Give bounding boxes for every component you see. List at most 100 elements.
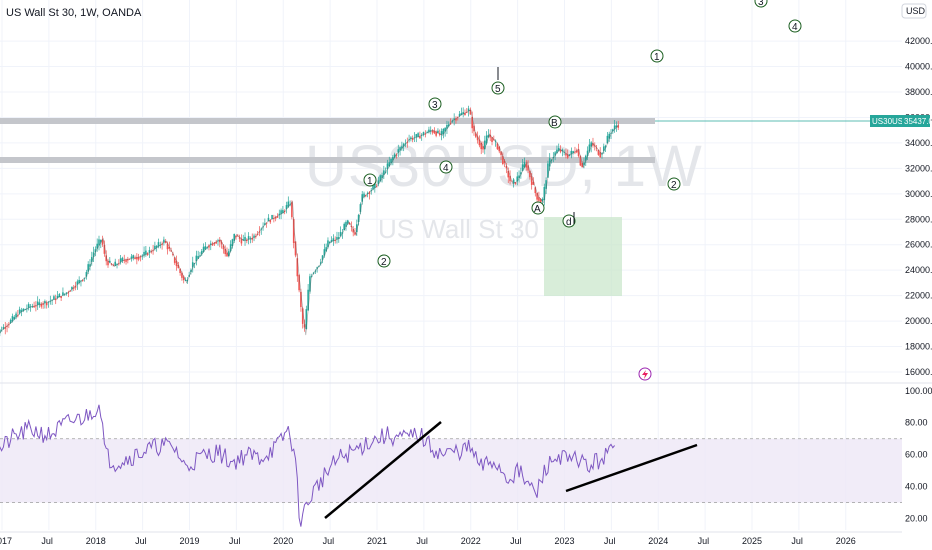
candle-body: [487, 134, 490, 138]
candle-body: [123, 259, 126, 261]
candle-body: [92, 252, 95, 257]
candle-body: [525, 163, 528, 168]
candle-body: [191, 262, 194, 268]
candle-body: [453, 118, 455, 120]
candle-body: [211, 243, 214, 246]
candle-body: [474, 133, 477, 137]
time-tick-label: 2022: [461, 536, 481, 546]
candle-body: [71, 286, 73, 290]
candle-body: [154, 245, 156, 250]
candle-body: [222, 245, 225, 250]
candle-body: [365, 195, 367, 197]
currency-button[interactable]: [901, 3, 927, 19]
rsi-tick-label: 60.00: [905, 450, 928, 460]
candle-body: [58, 294, 61, 298]
candle-body: [65, 292, 68, 294]
time-tick-label: 2024: [648, 536, 668, 546]
lightning-icon[interactable]: [638, 367, 652, 381]
candle-body: [613, 125, 616, 130]
svg-text:2: 2: [381, 257, 387, 268]
time-tick-label: 2019: [180, 536, 200, 546]
price-tick-label: 42000.0: [905, 36, 932, 46]
candle-body: [346, 220, 349, 224]
candle-body: [298, 275, 300, 291]
candle-body: [18, 309, 21, 314]
candle-body: [556, 149, 558, 154]
candle-body: [397, 149, 400, 153]
price-tick-label: 18000.0: [905, 342, 932, 352]
candle-body: [588, 144, 591, 152]
svg-text:4: 4: [443, 163, 449, 174]
candle-body: [226, 252, 228, 257]
svg-text:1: 1: [654, 52, 660, 63]
candle-body: [415, 134, 418, 138]
candle-body: [606, 135, 609, 144]
candle-body: [273, 218, 275, 219]
candle-body: [392, 156, 394, 161]
candle-body: [294, 241, 297, 256]
price-badge-value: [902, 115, 930, 127]
candle-body: [548, 158, 551, 167]
candle-body: [172, 253, 174, 255]
candle-body: [478, 139, 481, 146]
time-tick-label: Jul: [416, 536, 428, 546]
candle-body: [437, 130, 439, 133]
candle-body: [220, 241, 223, 245]
candle-body: [530, 176, 533, 185]
candle-body: [484, 140, 486, 150]
candle-body: [456, 117, 459, 119]
rsi-trendline-1: [324, 421, 442, 519]
candle-body: [202, 246, 205, 252]
candle-body: [20, 310, 23, 312]
candle-body: [87, 264, 89, 272]
candle-body: [67, 292, 70, 294]
time-tick-label: Jul: [510, 536, 522, 546]
candle-body: [81, 279, 84, 281]
candle-body: [446, 124, 448, 129]
candle-body: [554, 152, 556, 156]
candle-body: [155, 245, 158, 248]
candle-body: [166, 243, 169, 250]
candle-body: [242, 239, 245, 241]
candle-body: [6, 325, 8, 327]
candle-body: [480, 142, 483, 150]
candle-body: [390, 158, 392, 164]
time-tick-label: 2023: [555, 536, 575, 546]
price-tick-label: 38000.0: [905, 87, 932, 97]
candle-body: [469, 110, 472, 115]
candle-body: [410, 137, 412, 139]
candle-body: [433, 130, 436, 134]
candle-body: [491, 137, 493, 142]
candle-body: [45, 302, 48, 306]
candle-body: [473, 125, 475, 132]
price-badge-value-text: 35437.0: [904, 117, 932, 126]
candle-body: [447, 124, 450, 127]
candle-body: [442, 128, 445, 135]
candle-body: [476, 136, 479, 141]
candle-body: [130, 256, 133, 259]
candle-body: [69, 290, 71, 292]
price-badge-symbol: [870, 115, 902, 127]
candle-body: [500, 151, 502, 155]
candle-body: [471, 116, 473, 129]
candle-body: [54, 298, 57, 301]
candle-body: [56, 296, 59, 298]
price-tick-label: 24000.0: [905, 265, 932, 275]
candle-body: [372, 185, 374, 190]
candle-body: [103, 245, 106, 254]
candle-body: [559, 149, 562, 152]
candle-body: [435, 131, 437, 136]
candle-body: [247, 236, 250, 240]
candle-body: [464, 112, 466, 115]
time-axis[interactable]: 2017 Jul 2018 Jul 2019 Jul 2020 Jul 2021 Jul 2022 J…: [0, 531, 902, 546]
candle-body: [575, 150, 578, 153]
candle-body: [323, 249, 326, 256]
price-axis[interactable]: 16000.0 18000.0 20000.0 22000.0 24000.0 26000…: [905, 36, 932, 377]
candle-body: [584, 155, 587, 161]
candle-body: [444, 127, 446, 132]
candle-body: [98, 239, 100, 246]
candle-body: [319, 262, 322, 264]
price-tick-label: 34000.0: [905, 138, 932, 148]
rsi-axis[interactable]: 20.00 40.00 60.00 80.00 100.00: [905, 386, 932, 524]
